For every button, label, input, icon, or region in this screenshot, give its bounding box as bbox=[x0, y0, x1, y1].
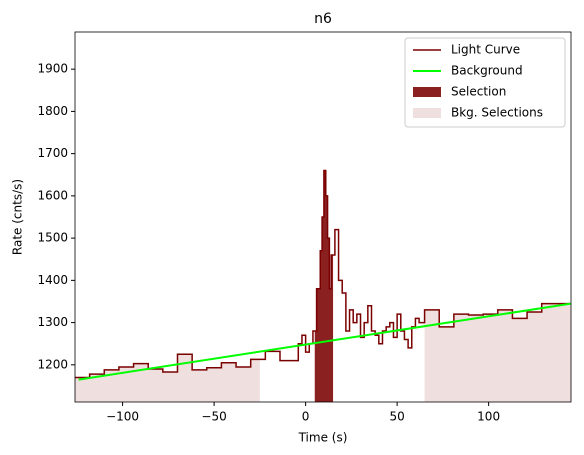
legend-swatch bbox=[413, 87, 441, 97]
legend-box bbox=[404, 37, 566, 128]
legend-swatch bbox=[413, 108, 441, 118]
x-tick-label: 50 bbox=[389, 410, 404, 424]
background-line bbox=[78, 302, 571, 381]
bkg-selection bbox=[75, 354, 260, 402]
y-tick-label: 1600 bbox=[37, 188, 68, 202]
legend-label: Bkg. Selections bbox=[451, 106, 543, 120]
plot-frame bbox=[74, 31, 572, 403]
y-tick-label: 1900 bbox=[37, 62, 68, 76]
selection bbox=[314, 170, 334, 402]
x-axis-label: Time (s) bbox=[298, 431, 348, 445]
y-tick-label: 1500 bbox=[37, 231, 68, 245]
y-tick-label: 1200 bbox=[37, 357, 68, 371]
x-tick-label: −50 bbox=[201, 410, 226, 424]
light-curve bbox=[75, 169, 571, 379]
y-tick-label: 1700 bbox=[37, 146, 68, 160]
y-tick-label: 1800 bbox=[37, 104, 68, 118]
y-tick-label: 1400 bbox=[37, 273, 68, 287]
x-tick-label: 100 bbox=[477, 410, 500, 424]
legend-label: Light Curve bbox=[451, 43, 520, 57]
y-axis-label: Rate (cnts/s) bbox=[11, 179, 25, 255]
x-tick-label: 0 bbox=[302, 410, 310, 424]
chart-title: n6 bbox=[314, 11, 332, 27]
y-tick-label: 1300 bbox=[37, 315, 68, 329]
legend-label: Selection bbox=[451, 85, 506, 99]
bkg-selection bbox=[424, 303, 571, 402]
x-tick-label: −100 bbox=[106, 410, 139, 424]
legend-label: Background bbox=[451, 64, 523, 78]
